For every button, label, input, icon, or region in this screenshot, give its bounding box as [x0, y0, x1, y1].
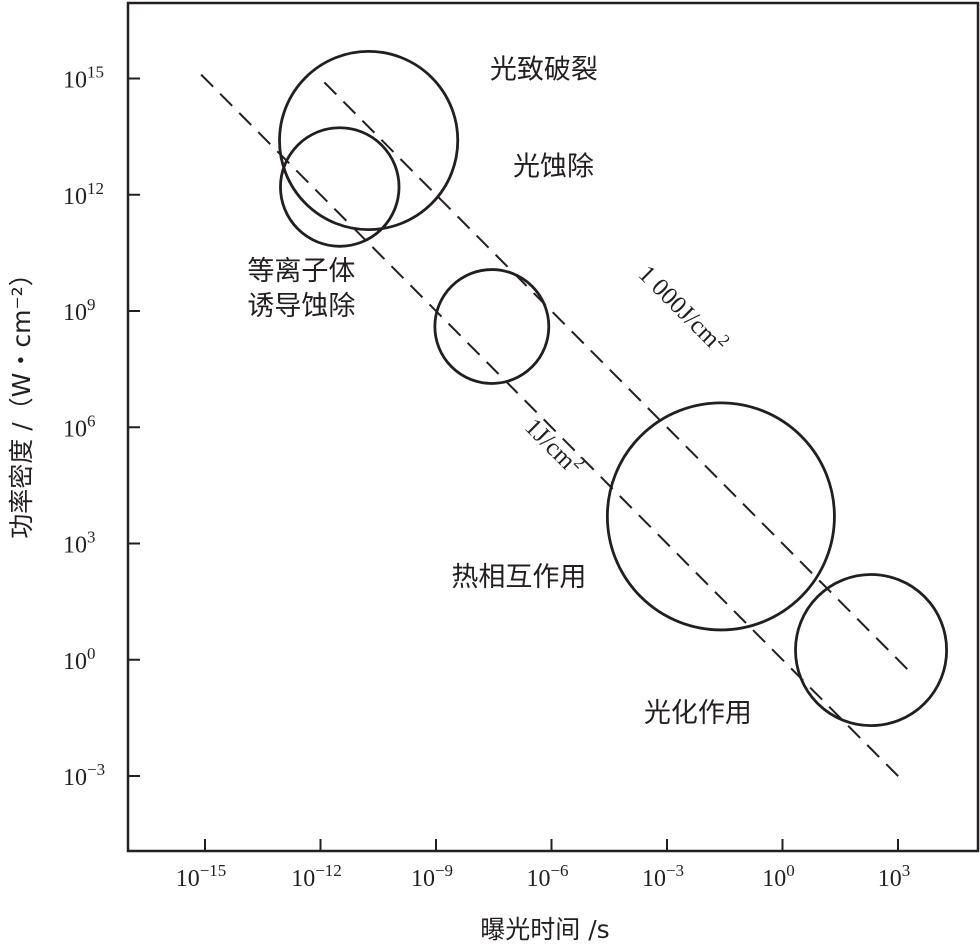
x-axis-ticks: 10−15 10−12 10−9 10−6 10−3 100 103: [176, 839, 911, 892]
y-axis-title: 功率密度 /（W・cm⁻²）: [7, 261, 36, 538]
x-tick-label: 10−3: [642, 861, 684, 892]
y-tick-label: 106: [63, 411, 96, 442]
region-circle: [278, 49, 460, 232]
x-tick-label: 100: [762, 861, 795, 892]
region-circle: [605, 401, 836, 632]
fluence-line: [200, 73, 905, 783]
x-tick-label: 10−6: [526, 861, 568, 892]
y-tick-label: 109: [63, 295, 96, 326]
y-tick-label: 10−3: [63, 760, 105, 791]
y-tick-label: 103: [63, 528, 96, 559]
fluence-line-label: 1 000J/cm2: [633, 258, 734, 359]
y-tick-label: 100: [63, 644, 96, 675]
region-label: 光致破裂: [490, 55, 598, 86]
x-tick-label: 10−15: [176, 861, 227, 892]
x-tick-label: 10−12: [291, 861, 342, 892]
region-label: 等离子体: [247, 256, 355, 287]
fluence-line-label: 1J/cm2: [519, 411, 589, 481]
y-tick-label: 1015: [63, 63, 104, 94]
region-label: 光蚀除: [513, 151, 594, 182]
region-circle: [279, 126, 401, 248]
interaction-regions: [278, 49, 949, 728]
region-circle: [433, 268, 551, 385]
region-label: 热相互作用: [451, 562, 586, 593]
x-tick-label: 10−9: [411, 861, 453, 892]
region-label: 光化作用: [644, 698, 752, 729]
region-label: 诱导蚀除: [247, 291, 355, 322]
region-circle: [794, 573, 949, 728]
fluence-line: [323, 81, 911, 673]
y-axis-ticks: 1015 1012 109 106 103 100 10−3: [63, 63, 140, 791]
x-axis-title: 曝光时间 /s: [480, 915, 609, 944]
y-tick-label: 1012: [63, 179, 104, 210]
x-tick-label: 103: [878, 861, 911, 892]
